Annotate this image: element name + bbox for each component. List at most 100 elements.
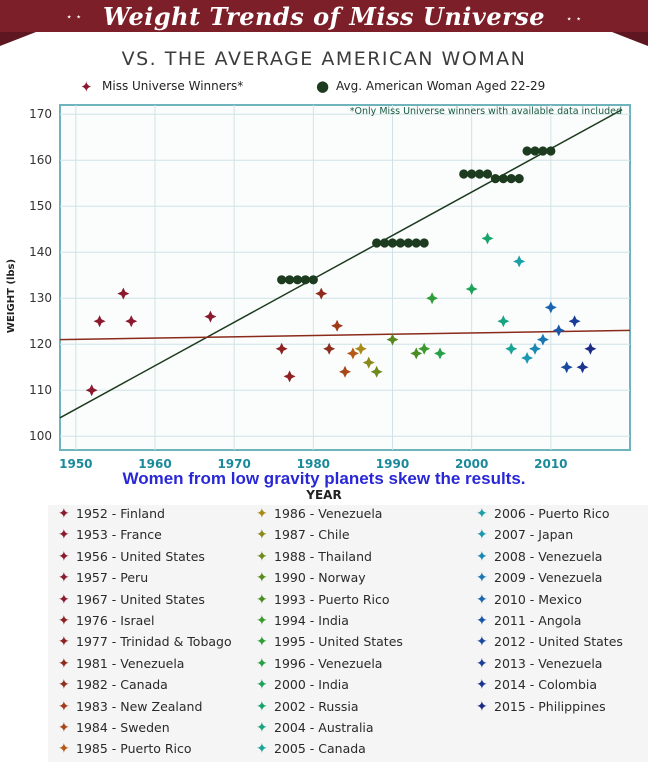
- avg-woman-point: [379, 238, 390, 248]
- winner-legend-label: 2006 - Puerto Rico: [494, 506, 610, 521]
- winner-legend-item: ✦ 2014 - Colombia: [476, 674, 597, 695]
- winner-legend-label: 2013 - Venezuela: [494, 655, 603, 671]
- winner-legend-label: 1990 - Norway: [274, 570, 366, 586]
- miss-universe-point: [370, 365, 383, 378]
- chart-subtitle: VS. THE AVERAGE AMERICAN WOMAN: [121, 48, 527, 70]
- x-tick-label: 2010: [534, 457, 567, 471]
- star-icon: ✦: [58, 720, 70, 736]
- miss-universe-point: [275, 342, 288, 355]
- winner-legend-label: 1994 - India: [274, 613, 349, 628]
- miss-universe-point: [85, 384, 98, 397]
- miss-universe-point: [362, 356, 375, 369]
- winner-legend-item: ✦ 2002 - Russia: [256, 696, 358, 717]
- star-icon: ✦: [58, 741, 70, 758]
- winner-legend-label: 1977 - Trinidad & Tobago: [76, 634, 232, 650]
- star-icon: ✦: [256, 720, 268, 736]
- y-tick-label: 110: [29, 383, 52, 397]
- avg-woman-point: [514, 174, 524, 184]
- winner-legend-label: 1953 - France: [76, 527, 162, 543]
- x-tick-label: 2000: [455, 457, 488, 471]
- winner-legend-label: 1995 - United States: [274, 634, 403, 650]
- miss-universe-point: [339, 365, 351, 378]
- miss-universe-point: [204, 310, 217, 323]
- winner-legend-item: ✦ 1981 - Venezuela: [58, 653, 184, 674]
- miss-universe-point: [93, 315, 106, 328]
- avg-woman-point: [482, 169, 493, 179]
- winner-legend-item: ✦ 2015 - Philippines: [476, 696, 606, 717]
- miss-universe-point: [434, 347, 446, 360]
- y-axis-label: WEIGHT (lbs): [6, 259, 17, 333]
- miss-universe-point: [426, 292, 439, 305]
- winner-legend-label: 1993 - Puerto Rico: [274, 591, 390, 607]
- winner-legend-item: ✦ 2012 - United States: [476, 631, 623, 652]
- winner-legend-label: 2015 - Philippines: [494, 698, 606, 714]
- winner-legend-item: ✦ 1983 - New Zealand: [58, 696, 202, 717]
- winner-legend-label: 2010 - Mexico: [494, 591, 582, 607]
- winner-legend-item: ✦ 2010 - Mexico: [476, 589, 582, 610]
- y-tick-label: 130: [29, 291, 52, 305]
- winner-legend-item: ✦ 1977 - Trinidad & Tobago: [58, 631, 232, 652]
- caption: Women from low gravity planets skew the …: [122, 469, 526, 488]
- miss-universe-point: [117, 287, 130, 300]
- winner-legend-item: ✦ 1985 - Puerto Rico: [58, 738, 192, 759]
- star-icon: ✦: [58, 548, 70, 565]
- miss-universe-point: [576, 361, 589, 374]
- miss-universe-point: [465, 283, 478, 295]
- x-tick-label: 1980: [297, 457, 330, 471]
- miss-universe-point: [521, 352, 534, 364]
- x-axis-label: YEAR: [306, 488, 342, 502]
- y-tick-label: 150: [29, 199, 52, 213]
- chart-title: Weight Trends of Miss Universe: [102, 2, 546, 31]
- avg-woman-point: [530, 146, 540, 156]
- trend-line: [59, 329, 631, 341]
- y-tick-label: 120: [29, 337, 52, 351]
- winner-legend-label: 1967 - United States: [76, 591, 205, 607]
- star-icon: ✦: [256, 698, 268, 715]
- star-icon: ✦: [476, 677, 488, 694]
- avg-woman-point: [308, 275, 318, 285]
- winner-legend-item: ✦ 2005 - Canada: [256, 738, 366, 759]
- x-tick-label: 1950: [59, 457, 92, 471]
- star-icon: ✦: [256, 548, 268, 565]
- plot-frame: [59, 104, 631, 451]
- winner-legend-item: ✦ 2009 - Venezuela: [476, 567, 602, 588]
- winner-legend-item: ✦ 1995 - United States: [256, 631, 403, 652]
- winner-legend-item: ✦ 1953 - France: [58, 524, 162, 545]
- winner-legend-label: 2004 - Australia: [274, 720, 374, 735]
- y-tick-label: 100: [29, 429, 52, 443]
- winner-legend-item: ✦ 2011 - Angola: [476, 610, 581, 631]
- winner-legend-label: 1981 - Venezuela: [76, 655, 185, 671]
- winner-legend-item: ✦ 1967 - United States: [58, 589, 205, 610]
- winner-legend-label: 1985 - Puerto Rico: [76, 741, 192, 757]
- x-tick-label: 1960: [138, 457, 171, 471]
- winner-legend: ✦ 1952 - Finland ✦ 1953 - France ✦ 1956 - Uni…: [48, 505, 648, 762]
- star-icon: ✦: [476, 548, 488, 565]
- miss-universe-point: [410, 347, 423, 360]
- winner-legend-item: ✦ 1996 - Venezuela: [256, 653, 382, 674]
- avg-woman-point: [387, 238, 398, 248]
- avg-woman-point: [292, 275, 303, 285]
- y-tick-label: 170: [29, 107, 52, 121]
- star-icon: ✦: [476, 570, 488, 587]
- winner-legend-label: 2012 - United States: [494, 634, 623, 650]
- star-icon: ✦: [256, 741, 268, 758]
- star-icon: ✦: [476, 634, 488, 651]
- svg-text:⋆ ⋆: ⋆ ⋆: [566, 14, 582, 25]
- miss-universe-point: [544, 301, 557, 314]
- legend-avg-woman: Avg. American Woman Aged 22-29: [336, 79, 546, 93]
- winner-legend-label: 2007 - Japan: [494, 527, 574, 543]
- miss-universe-point: [568, 315, 581, 328]
- star-icon: ✦: [256, 655, 268, 672]
- star-marker-icon: ✦: [80, 78, 93, 96]
- winner-legend-label: 2009 - Venezuela: [494, 570, 603, 586]
- star-icon: ✦: [476, 613, 488, 629]
- avg-woman-point: [395, 238, 406, 248]
- star-icon: ✦: [476, 698, 488, 715]
- winner-legend-item: ✦ 2007 - Japan: [476, 524, 573, 545]
- avg-woman-point: [419, 238, 429, 248]
- winner-legend-item: ✦ 2000 - India: [256, 674, 349, 695]
- avg-woman-point: [467, 169, 477, 179]
- miss-universe-point: [386, 333, 399, 346]
- winner-legend-item: ✦ 1993 - Puerto Rico: [256, 589, 390, 610]
- miss-universe-point: [346, 347, 359, 360]
